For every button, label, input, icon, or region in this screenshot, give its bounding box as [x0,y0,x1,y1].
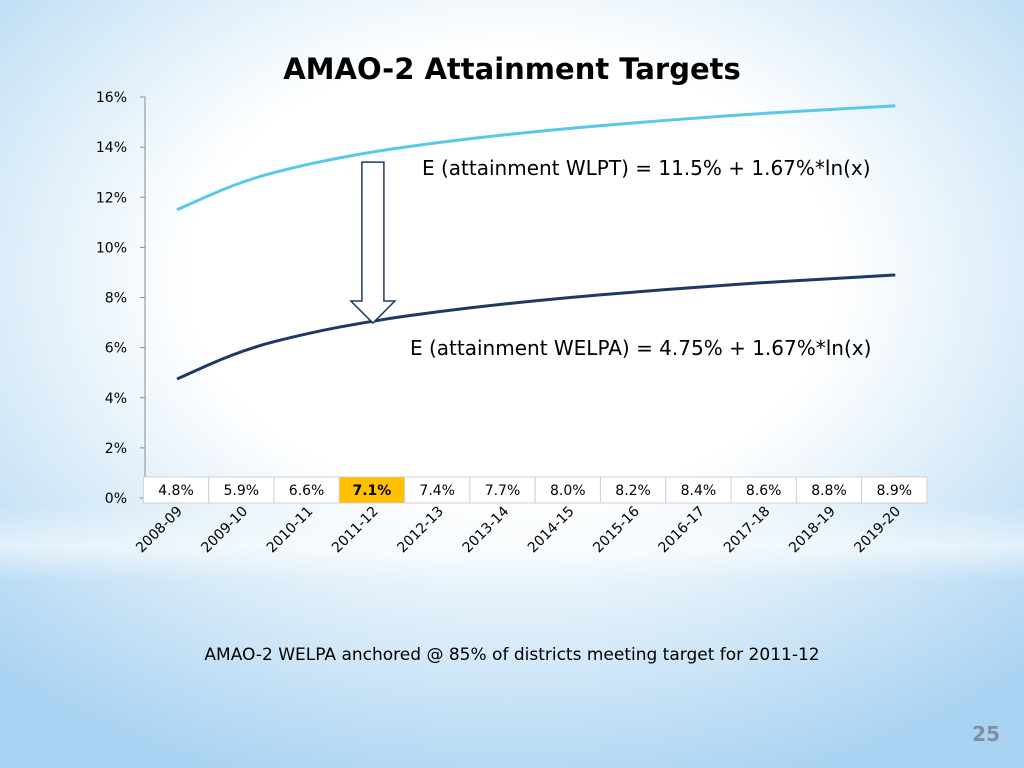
table-cell-value: 5.9% [224,483,260,499]
x-tick-label: 2015-16 [590,503,643,556]
y-tick-label: 2% [105,441,127,457]
y-tick-label: 0% [105,491,127,507]
y-tick-label: 10% [96,240,127,256]
y-tick-label: 8% [105,291,127,307]
y-tick-label: 4% [105,391,127,407]
x-tick-label: 2019-20 [851,504,904,557]
series-line-wlpt [176,104,896,212]
data-table: 4.8% 5.9% 6.6% 7.1% 7.4% 7.7% 8.0% 8.2% 8.4% 8.6%… [142,476,928,504]
x-tick-label: 2018-19 [786,504,839,557]
x-tick-label: 2016-17 [656,504,709,557]
x-tick-label: 2009-10 [198,504,251,557]
series-line-welpa [176,273,896,381]
table-cell-value: 8.4% [681,483,717,499]
x-tick-label: 2014-15 [525,504,578,557]
annotation-layer [349,161,397,325]
slide-caption: AMAO-2 WELPA anchored @ 85% of districts… [204,645,820,665]
table-cell-value: 8.0% [550,483,586,499]
table-cell-value: 8.8% [811,483,847,499]
table-cell [730,476,797,504]
table-cell [208,476,275,504]
page-number: 25 [972,722,1000,746]
table-cell-value: 4.8% [158,483,194,499]
table-cell-value: 8.2% [615,483,651,499]
y-tick-label: 16% [96,90,127,106]
table-cell-value: 7.4% [419,483,455,499]
x-tick-label: 2010-11 [264,504,317,557]
x-tick-label: 2008-09 [133,504,186,557]
y-tick-label: 12% [96,190,127,206]
table-cell-value: 6.6% [289,483,325,499]
y-axis: 0% 2% 4% 6% 8% 10% 12% 14% 16% [96,90,146,507]
x-tick-label: 2011-12 [329,504,382,557]
series-label-wlpt: E (attainment WLPT) = 11.5% + 1.67%*ln(x… [422,156,871,180]
table-cell [338,476,406,504]
x-tick-label: 2012-13 [394,504,447,557]
x-axis: 2008-09 2009-10 2010-11 2011-12 2012-13 2013-… [133,503,904,556]
table-cell [599,476,667,504]
line-chart: 0%2%4%6%8%10%12%14%16% 2008-09 2009-10 201… [96,90,928,556]
table-cell-value: 8.6% [746,483,782,499]
down-arrow-annotation [349,161,397,325]
table-cell [469,476,536,504]
table-cell [861,476,928,504]
series-layer [176,104,896,381]
x-tick-label: 2013-14 [460,503,513,556]
table-cell-value: 7.7% [485,483,521,499]
slide-title: AMAO-2 Attainment Targets [283,52,741,86]
y-tick-label: 14% [96,140,127,156]
series-label-welpa: E (attainment WELPA) = 4.75% + 1.67%*ln(… [410,336,871,360]
y-tick-label: 6% [105,341,127,357]
x-tick-label: 2017-18 [721,504,774,557]
table-cell-value: 7.1% [352,483,391,499]
table-cell-value: 8.9% [877,483,913,499]
